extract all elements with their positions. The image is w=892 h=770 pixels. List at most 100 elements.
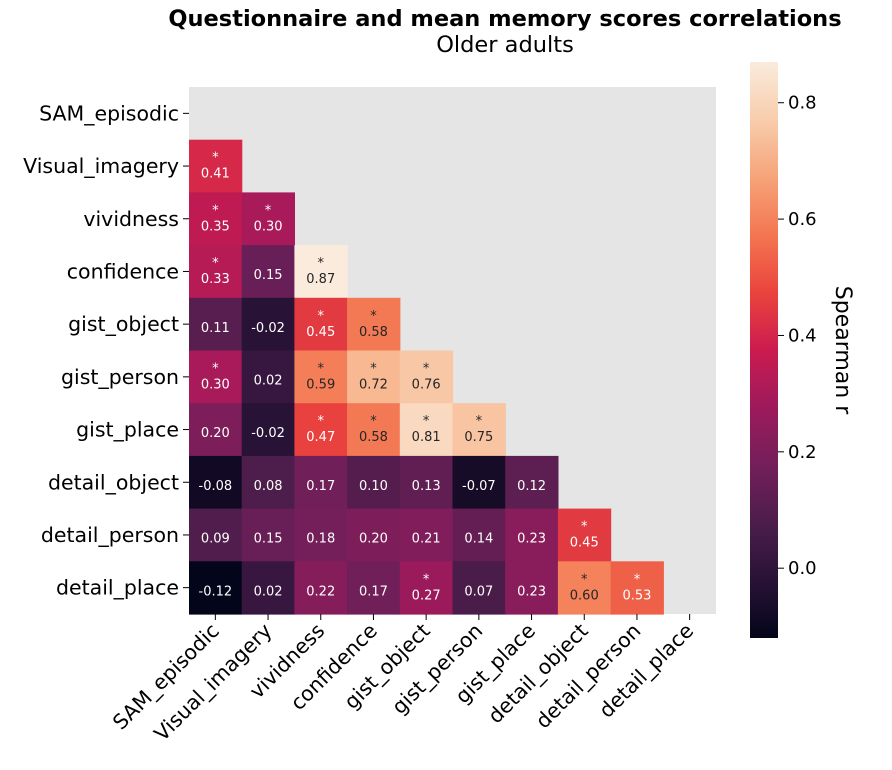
heatmap-cell — [189, 455, 243, 510]
cell-value-label: 0.12 — [517, 479, 546, 494]
y-axis: SAM_episodic Visual_imagery vividness confi… — [23, 101, 189, 601]
cell-value-label: 0.18 — [306, 532, 335, 547]
significance-marker: * — [476, 414, 483, 429]
heatmap-cell — [294, 508, 348, 562]
cell-value-label: 0.15 — [254, 268, 283, 283]
cell-value-label: 0.21 — [412, 532, 441, 547]
heatmap-cell — [241, 508, 295, 562]
heatmap-cell — [241, 297, 295, 352]
colorbar-tick-label: 0.0 — [788, 558, 817, 579]
cell-value-label: 0.35 — [201, 219, 230, 234]
heatmap-cell — [505, 561, 559, 615]
cell-value-label: 0.20 — [359, 532, 388, 547]
heatmap-cell — [189, 192, 243, 246]
heatmap-cell — [294, 403, 348, 457]
significance-marker: * — [423, 572, 430, 587]
significance-marker: * — [318, 414, 325, 429]
significance-marker: * — [370, 309, 377, 324]
significance-marker: * — [318, 309, 325, 324]
cell-value-label: 0.11 — [201, 321, 230, 336]
cell-value-label: 0.09 — [201, 532, 230, 547]
significance-marker: * — [423, 414, 430, 429]
cell-value-label: 0.41 — [201, 167, 230, 182]
heatmap-cell — [189, 508, 243, 562]
significance-marker: * — [581, 520, 588, 535]
cell-value-label: 0.33 — [201, 272, 230, 287]
heatmap-cell — [189, 139, 243, 193]
cell-value-label: 0.23 — [517, 532, 546, 547]
cell-value-label: 0.58 — [359, 325, 388, 340]
heatmap-cell — [610, 561, 664, 615]
cell-value-label: 0.08 — [254, 479, 283, 494]
heatmap-cell — [189, 561, 243, 615]
heatmap-cell — [557, 561, 612, 615]
cell-value-label: 0.22 — [306, 584, 335, 599]
cell-value-label: 0.30 — [254, 219, 283, 234]
heatmap-cells: *0.41*0.35*0.30*0.33 0.15*0.870.11 -0.02*0… — [189, 87, 716, 615]
heatmap-cell — [452, 455, 506, 510]
colorbar-label: Spearman r — [830, 286, 855, 415]
cell-value-label: 0.58 — [359, 430, 388, 445]
cell-value-label: 0.72 — [359, 378, 388, 393]
cell-value-label: 0.53 — [622, 588, 651, 603]
heatmap-cell — [189, 403, 243, 457]
y-tick-label: confidence — [67, 259, 179, 283]
cell-value-label: 0.59 — [306, 378, 335, 393]
cell-value-label: 0.02 — [254, 374, 283, 389]
significance-marker: * — [265, 203, 272, 218]
heatmap-cell — [189, 245, 243, 299]
colorbar-tick-label: 0.8 — [788, 93, 817, 114]
x-axis: SAM_episodicVisual_imageryvividnessconfi… — [108, 614, 699, 746]
cell-value-label: 0.30 — [201, 378, 230, 393]
cell-value-label: 0.15 — [254, 532, 283, 547]
y-tick-label: SAM_episodic — [39, 101, 179, 126]
heatmap-cell — [294, 561, 348, 615]
cell-value-label: -0.07 — [462, 479, 496, 494]
colorbar-gradient — [750, 62, 778, 638]
heatmap-cell — [347, 350, 401, 404]
heatmap-cell — [241, 455, 295, 510]
cell-value-label: -0.02 — [251, 426, 285, 441]
significance-marker: * — [212, 256, 219, 271]
heatmap-cell — [557, 508, 612, 562]
heatmap-cell — [505, 508, 559, 562]
cell-value-label: 0.13 — [412, 479, 441, 494]
y-tick-label: gist_object — [68, 312, 179, 337]
cell-value-label: 0.07 — [464, 584, 493, 599]
cell-value-label: 0.75 — [464, 430, 493, 445]
cell-value-label: 0.60 — [570, 588, 599, 603]
cell-value-label: 0.87 — [306, 272, 335, 287]
heatmap-cell — [241, 192, 295, 246]
cell-value-label: 0.76 — [412, 378, 441, 393]
cell-value-label: 0.81 — [412, 430, 441, 445]
cell-value-label: 0.47 — [306, 430, 335, 445]
colorbar-tick-label: 0.2 — [788, 442, 817, 463]
heatmap-cell — [294, 350, 348, 404]
y-tick-label: gist_place — [76, 418, 179, 443]
heatmap-cell — [347, 508, 401, 562]
heatmap-cell — [241, 245, 295, 299]
heatmap-cell — [399, 350, 454, 404]
heatmap-cell — [505, 455, 559, 510]
heatmap-cell — [399, 403, 454, 457]
cell-value-label: -0.12 — [199, 584, 233, 599]
significance-marker: * — [318, 362, 325, 377]
heatmap-cell — [294, 245, 348, 299]
cell-value-label: 0.45 — [570, 536, 599, 551]
colorbar-tick-label: 0.4 — [788, 325, 817, 346]
cell-value-label: 0.17 — [359, 584, 388, 599]
cell-value-label: 0.17 — [306, 479, 335, 494]
significance-marker: * — [318, 256, 325, 271]
cell-value-label: 0.20 — [201, 426, 230, 441]
heatmap-cell — [347, 403, 401, 457]
heatmap-cell — [241, 403, 295, 457]
chart-subtitle: Older adults — [436, 32, 574, 58]
heatmap-cell — [399, 561, 454, 615]
y-tick-label: vividness — [83, 207, 179, 231]
y-tick-label: detail_object — [48, 470, 179, 495]
y-tick-label: detail_place — [56, 576, 179, 601]
cell-value-label: 0.27 — [412, 588, 441, 603]
significance-marker: * — [423, 362, 430, 377]
significance-marker: * — [370, 362, 377, 377]
